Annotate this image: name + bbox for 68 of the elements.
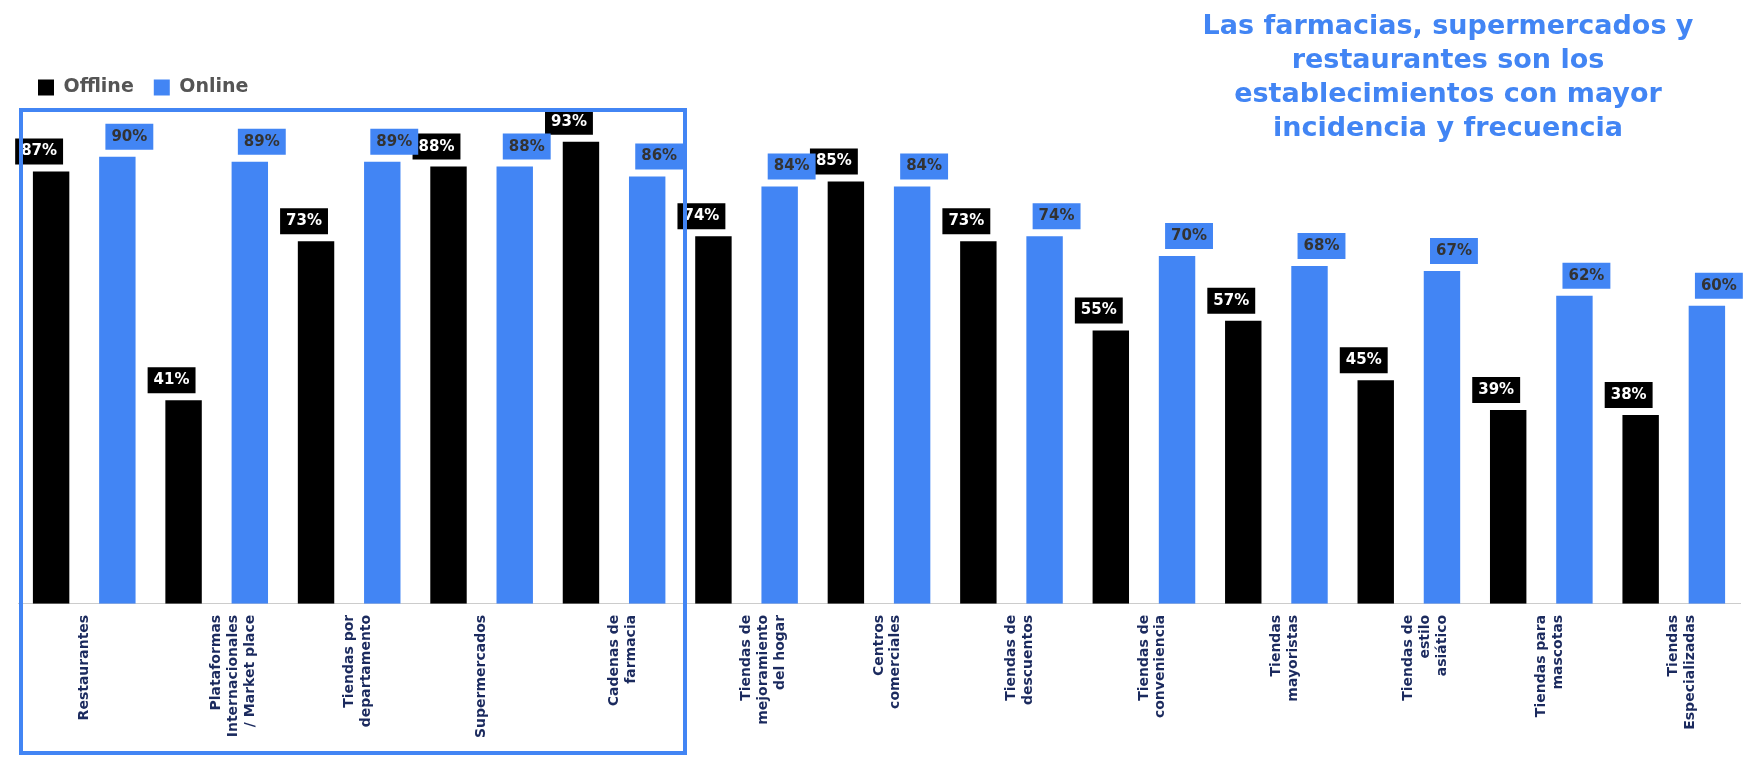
- data-label: 90%: [111, 126, 148, 145]
- data-label: 57%: [1213, 290, 1250, 309]
- x-tick-label: Supermercados: [472, 614, 489, 739]
- chart-title: Las farmacias, supermercados y restaurantes son los establecimientos con mayor incidencia y frecuencia: [1201, 8, 1695, 144]
- bar: [960, 241, 997, 604]
- data-label: 86%: [641, 146, 678, 165]
- x-tick-label: Tiendas de mejoramiento del hogar: [737, 614, 787, 725]
- bar: [1026, 236, 1063, 604]
- bar: [165, 400, 202, 604]
- bar: [99, 156, 136, 604]
- data-label: 73%: [948, 211, 985, 230]
- data-label: 68%: [1303, 235, 1340, 254]
- bar: [1489, 410, 1527, 604]
- x-tick-label: Tiendas de estilo asiático: [1399, 614, 1450, 701]
- data-label: 89%: [376, 131, 413, 150]
- x-tick-label: Tiendas por departamento: [339, 614, 373, 728]
- x-tick-label: Tiendas para mascotas: [1531, 614, 1565, 718]
- bar: [1423, 270, 1461, 604]
- x-tick-label: Tiendas de conveniencia: [1134, 614, 1168, 719]
- data-label: 89%: [243, 131, 280, 150]
- data-label: 88%: [418, 136, 455, 155]
- legend-label: Offline: [63, 74, 134, 97]
- data-label: 55%: [1080, 300, 1117, 319]
- data-label: 41%: [153, 370, 190, 389]
- bar: [695, 236, 732, 604]
- x-tick-label: Cadenas de farmacia: [604, 614, 638, 707]
- bar: [496, 166, 533, 604]
- bar: [1556, 295, 1593, 604]
- data-label: 74%: [683, 206, 720, 225]
- x-tick-label: Tiendas Especializadas: [1664, 614, 1698, 730]
- bar: [827, 181, 865, 604]
- bar: [893, 186, 931, 604]
- bar: [628, 176, 666, 604]
- bar: [364, 161, 401, 604]
- data-label: 84%: [906, 156, 943, 175]
- data-label: 85%: [815, 151, 852, 170]
- data-label: 73%: [286, 211, 322, 230]
- x-tick-label: Tiendas mayoristas: [1267, 614, 1300, 702]
- x-tick-label: Plataformas Internacionales / Market place: [207, 614, 257, 738]
- legend-label: Online: [179, 74, 249, 97]
- data-label: 39%: [1478, 379, 1515, 398]
- data-label: 87%: [21, 141, 58, 160]
- bar: [32, 171, 70, 604]
- data-label: 45%: [1345, 350, 1382, 369]
- data-label: 62%: [1568, 265, 1605, 284]
- bar: [562, 141, 600, 604]
- bar: [1357, 380, 1394, 604]
- bar: [1092, 330, 1130, 604]
- data-label: 70%: [1171, 225, 1207, 244]
- x-tick-label: Restaurantes: [74, 614, 91, 721]
- data-label: 74%: [1038, 206, 1075, 225]
- data-label: 60%: [1700, 275, 1737, 294]
- bar: [231, 161, 269, 604]
- bar: [430, 166, 467, 604]
- bar: [297, 241, 335, 604]
- x-tick-label: Centros comerciales: [869, 614, 903, 709]
- data-label: 88%: [508, 136, 545, 155]
- bar: [761, 186, 798, 604]
- data-label: 93%: [551, 111, 587, 130]
- bar: [1158, 256, 1196, 604]
- bar: [1291, 265, 1328, 604]
- bar: [1225, 320, 1262, 604]
- bar: [1622, 415, 1659, 604]
- data-label: 84%: [773, 156, 810, 175]
- data-label: 38%: [1610, 384, 1647, 403]
- bar: [1688, 305, 1726, 604]
- x-tick-label: Tiendas de descuentos: [1002, 614, 1035, 706]
- data-label: 67%: [1436, 240, 1472, 259]
